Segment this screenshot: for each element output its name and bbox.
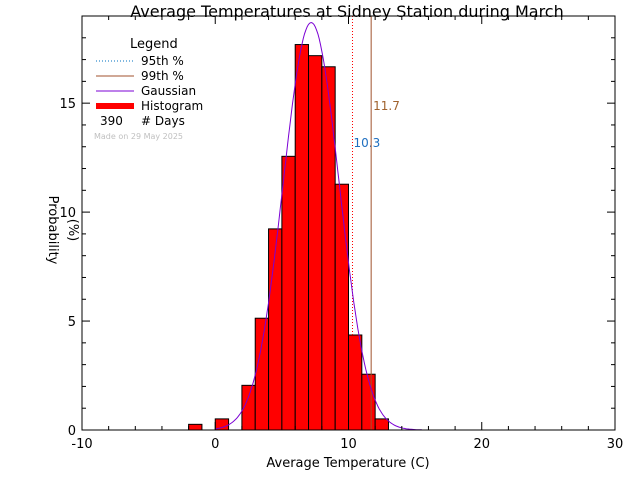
x-tick-label: 10 (340, 437, 357, 452)
histogram-bar (281, 155, 296, 431)
y-tick-label: 10 (59, 206, 76, 221)
y-tick-label: 0 (68, 424, 76, 439)
y-axis-label-line1: Probability (45, 196, 60, 265)
histogram-bar (308, 55, 323, 431)
histogram-bar (361, 373, 376, 431)
legend-label-95th: 95th % (141, 54, 184, 68)
x-tick-label: 0 (211, 437, 219, 452)
legend-count-value: 390 (100, 114, 123, 128)
legend-label-99th: 99th % (141, 69, 184, 83)
histogram-bar (321, 66, 336, 431)
y-axis-label-line2: (%) (65, 219, 80, 242)
x-axis-label: Average Temperature (C) (266, 456, 429, 471)
legend-count-label: # Days (141, 114, 185, 128)
histogram-bar (348, 334, 363, 431)
gaussian-curve (215, 21, 422, 431)
plot-area: 10.3 11.7 (188, 16, 422, 431)
percentile-99-label: 11.7 (373, 99, 400, 113)
y-axis-label: Probability (%) (45, 196, 80, 265)
histogram-bar (294, 44, 310, 431)
y-tick-label: 15 (59, 97, 76, 112)
x-tick-label: 20 (473, 437, 490, 452)
histogram-bar (254, 317, 270, 431)
x-axis: -10 0 10 20 30 (71, 16, 623, 452)
y-axis: 0 5 10 15 (59, 37, 615, 439)
chart-title: Average Temperatures at Sidney Station d… (130, 2, 563, 21)
legend-title: Legend (130, 37, 178, 52)
histogram-bar (334, 183, 349, 431)
histogram-bar (374, 418, 389, 431)
legend-label-gaussian: Gaussian (141, 84, 196, 98)
legend-label-histogram: Histogram (141, 99, 203, 113)
made-on-annotation: Made on 29 May 2025 (94, 132, 183, 141)
histogram-bar (268, 228, 283, 431)
x-tick-label: -10 (71, 437, 92, 452)
y-tick-label: 5 (68, 315, 76, 330)
histogram-bar (188, 423, 203, 431)
legend: Legend 95th % 99th % Gaussian Histogram … (94, 37, 203, 141)
percentile-95-label: 10.3 (353, 136, 380, 150)
x-tick-label: 30 (607, 437, 624, 452)
